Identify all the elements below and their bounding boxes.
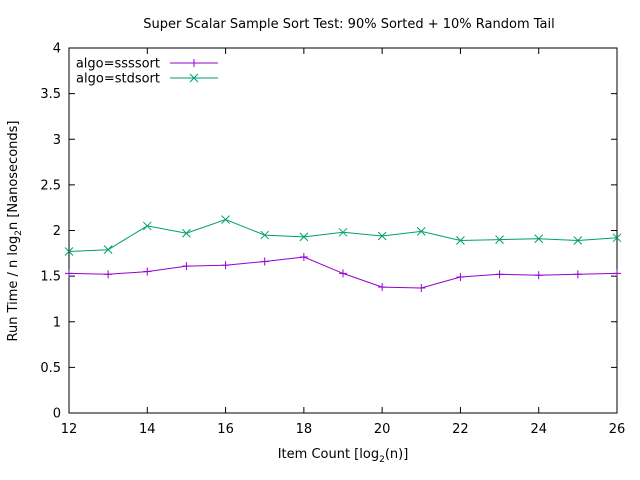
marker-stroke xyxy=(142,221,152,231)
marker-stroke xyxy=(534,234,544,244)
data-point xyxy=(495,235,504,244)
y-tick-label: 2 xyxy=(53,224,61,239)
x-tick-label: 20 xyxy=(374,422,391,437)
data-point xyxy=(260,257,269,266)
marker-stroke xyxy=(416,227,426,236)
series-layer xyxy=(64,215,622,292)
marker-stroke xyxy=(299,232,309,242)
data-point xyxy=(142,221,152,231)
x-tick-label: 26 xyxy=(609,422,626,437)
marker-stroke xyxy=(612,233,622,243)
marker-stroke xyxy=(103,245,113,255)
x-axis: 12 14 16 18 20 22 24 26 xyxy=(61,48,626,437)
marker-stroke xyxy=(573,236,583,245)
y-tick-label: 4 xyxy=(53,42,61,57)
data-point xyxy=(456,273,465,282)
data-point xyxy=(339,269,347,278)
x-tick-label: 24 xyxy=(530,422,547,437)
series-stdsort xyxy=(64,215,622,256)
data-point xyxy=(377,231,387,241)
data-point xyxy=(495,270,504,279)
marker-stroke xyxy=(260,230,270,240)
data-point xyxy=(534,234,544,244)
y-axis: 0 0.5 1 1.5 2 2.5 3 3.5 4 xyxy=(40,42,617,422)
x-tick-label: 22 xyxy=(452,422,469,437)
data-point xyxy=(378,283,387,292)
legend-marker xyxy=(190,59,198,67)
data-point xyxy=(260,230,270,240)
x-tick-label: 12 xyxy=(61,422,78,437)
data-point xyxy=(64,247,74,256)
data-point xyxy=(456,236,465,245)
data-point xyxy=(534,271,543,280)
marker-stroke xyxy=(495,235,504,244)
y-tick-label: 3.5 xyxy=(40,87,61,102)
data-point xyxy=(338,227,348,237)
marker-stroke xyxy=(182,228,191,238)
data-point xyxy=(182,228,191,238)
data-point xyxy=(65,269,73,278)
marker-stroke xyxy=(189,73,199,83)
series-ssssort xyxy=(65,252,621,292)
legend-item: algo=ssssort xyxy=(76,57,218,72)
data-point xyxy=(103,245,113,255)
y-tick-label: 3 xyxy=(53,133,61,148)
marker-stroke xyxy=(221,215,230,224)
y-tick-label: 1 xyxy=(53,315,61,330)
legend-label: algo=ssssort xyxy=(76,57,160,72)
y-tick-label: 1.5 xyxy=(40,270,61,285)
data-point xyxy=(221,261,230,270)
data-point xyxy=(612,233,622,243)
data-point xyxy=(416,227,426,236)
legend-item: algo=stdsort xyxy=(76,72,218,87)
y-tick-label: 2.5 xyxy=(40,178,61,193)
data-point xyxy=(143,267,152,276)
data-point xyxy=(573,270,582,279)
marker-stroke xyxy=(338,227,348,237)
data-point xyxy=(417,283,426,292)
marker-stroke xyxy=(64,247,74,256)
data-point xyxy=(182,262,191,271)
data-point xyxy=(299,232,309,242)
y-tick-label: 0.5 xyxy=(40,361,61,376)
marker-stroke xyxy=(377,231,387,241)
legend-marker xyxy=(189,73,199,83)
y-tick-label: 0 xyxy=(53,407,61,422)
data-point xyxy=(299,252,308,261)
marker-stroke xyxy=(456,236,465,245)
data-point xyxy=(104,270,113,279)
x-tick-label: 18 xyxy=(296,422,313,437)
data-point xyxy=(573,236,583,245)
data-point xyxy=(613,269,621,278)
x-axis-label: Item Count [log2(n)] xyxy=(278,447,409,465)
x-tick-label: 14 xyxy=(139,422,156,437)
legend-label: algo=stdsort xyxy=(76,72,160,87)
y-axis-label: Run Time / n log2n [Nanoseconds] xyxy=(6,121,24,342)
chart-title: Super Scalar Sample Sort Test: 90% Sorte… xyxy=(143,17,554,32)
plot-area-frame xyxy=(68,47,618,414)
x-tick-label: 16 xyxy=(217,422,234,437)
data-point xyxy=(221,215,230,224)
